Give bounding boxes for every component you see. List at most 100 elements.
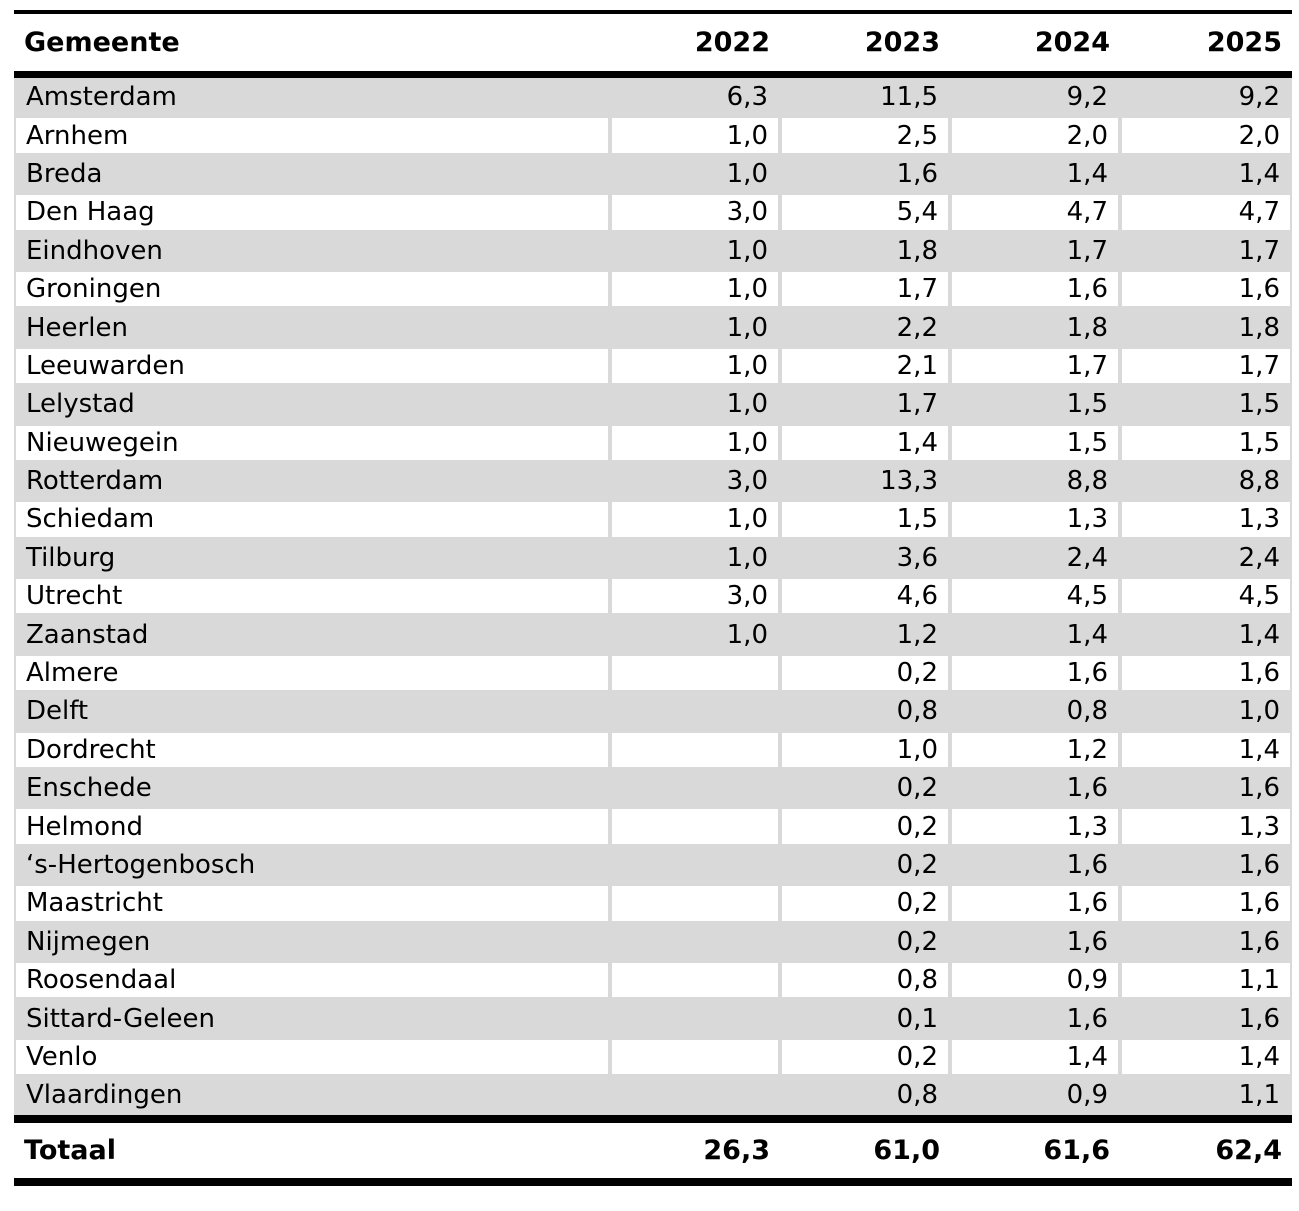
table-row: Lelystad 1,0 1,7 1,5 1,5	[14, 385, 1292, 424]
cell-2025: 4,7	[1120, 193, 1292, 232]
cell-2024: 1,6	[950, 884, 1120, 923]
table-row: Roosendaal 0,8 0,9 1,1	[14, 960, 1292, 1000]
cell-2025: 1,5	[1120, 385, 1292, 424]
table-row: Leeuwarden 1,0 2,1 1,7 1,7	[14, 346, 1292, 386]
cell-2024: 1,5	[950, 385, 1120, 424]
table-row: Breda 1,0 1,6 1,4 1,4	[14, 154, 1292, 194]
table-header: Gemeente 2022 2023 2024 2025	[14, 14, 1292, 71]
cell-2023: 0,2	[780, 1037, 950, 1077]
cell-gemeente: Almere	[14, 653, 610, 693]
total-label: Totaal	[14, 1122, 610, 1178]
cell-2023: 0,8	[780, 692, 950, 731]
cell-2022: 1,0	[610, 308, 780, 347]
cell-2025: 1,0	[1120, 692, 1292, 731]
table-row: Amsterdam 6,3 11,5 9,2 9,2	[14, 78, 1292, 117]
cell-gemeente: Sittard-Geleen	[14, 999, 610, 1038]
cell-2022: 3,0	[610, 461, 780, 501]
table-row: Venlo 0,2 1,4 1,4	[14, 1037, 1292, 1077]
cell-2024: 1,4	[950, 154, 1120, 194]
cell-2022	[610, 807, 780, 846]
cell-2025: 1,6	[1120, 999, 1292, 1038]
table-row: Sittard-Geleen 0,1 1,6 1,6	[14, 999, 1292, 1038]
table-row: Nieuwegein 1,0 1,4 1,5 1,5	[14, 423, 1292, 462]
cell-2022	[610, 999, 780, 1038]
table-row: Schiedam 1,0 1,5 1,3 1,3	[14, 500, 1292, 539]
cell-gemeente: Amsterdam	[14, 78, 610, 117]
table-row: Vlaardingen 0,8 0,9 1,1	[14, 1076, 1292, 1115]
cell-2023: 1,7	[780, 385, 950, 424]
cell-2025: 1,4	[1120, 615, 1292, 654]
cell-2025: 1,7	[1120, 346, 1292, 386]
cell-2025: 1,3	[1120, 807, 1292, 846]
cell-2022	[610, 692, 780, 731]
column-header-2025: 2025	[1120, 14, 1292, 71]
cell-2023: 0,2	[780, 653, 950, 693]
cell-gemeente: Delft	[14, 692, 610, 731]
cell-2024: 1,6	[950, 269, 1120, 309]
column-header-2022: 2022	[610, 14, 780, 71]
cell-gemeente: Eindhoven	[14, 231, 610, 270]
total-row: Totaal 26,3 61,0 61,6 62,4	[14, 1122, 1292, 1178]
table-row: Helmond 0,2 1,3 1,3	[14, 807, 1292, 846]
cell-2023: 11,5	[780, 78, 950, 117]
cell-2025: 2,0	[1120, 116, 1292, 155]
cell-2022: 1,0	[610, 346, 780, 386]
table-row: Maastricht 0,2 1,6 1,6	[14, 884, 1292, 923]
cell-2022: 1,0	[610, 385, 780, 424]
table-row: Eindhoven 1,0 1,8 1,7 1,7	[14, 231, 1292, 270]
cell-2022	[610, 960, 780, 1000]
cell-2022: 1,0	[610, 116, 780, 155]
cell-gemeente: Utrecht	[14, 577, 610, 616]
table-row: Den Haag 3,0 5,4 4,7 4,7	[14, 193, 1292, 232]
table-row: ‘s-Hertogenbosch 0,2 1,6 1,6	[14, 845, 1292, 885]
cell-2022	[610, 845, 780, 885]
cell-2023: 1,5	[780, 500, 950, 539]
page: { "table": { "columns": ["Gemeente", "20…	[0, 10, 1299, 1211]
cell-2025: 1,1	[1120, 960, 1292, 1000]
cell-2025: 8,8	[1120, 461, 1292, 501]
cell-2024: 1,7	[950, 231, 1120, 270]
cell-2022: 6,3	[610, 78, 780, 117]
cell-gemeente: Lelystad	[14, 385, 610, 424]
cell-gemeente: Zaanstad	[14, 615, 610, 654]
cell-2023: 2,2	[780, 308, 950, 347]
cell-2023: 3,6	[780, 538, 950, 578]
cell-2023: 1,7	[780, 269, 950, 309]
column-header-2024: 2024	[950, 14, 1120, 71]
cell-2025: 1,6	[1120, 922, 1292, 961]
cell-gemeente: Heerlen	[14, 308, 610, 347]
cell-gemeente: Groningen	[14, 269, 610, 309]
cell-2022: 1,0	[610, 269, 780, 309]
cell-gemeente: Venlo	[14, 1037, 610, 1077]
cell-2024: 1,6	[950, 999, 1120, 1038]
cell-2023: 0,2	[780, 845, 950, 885]
cell-2022	[610, 653, 780, 693]
table-row: Delft 0,8 0,8 1,0	[14, 692, 1292, 731]
cell-2022	[610, 1076, 780, 1115]
cell-2024: 1,6	[950, 653, 1120, 693]
cell-2022: 1,0	[610, 154, 780, 194]
cell-2024: 1,6	[950, 922, 1120, 961]
cell-2025: 1,8	[1120, 308, 1292, 347]
cell-2025: 4,5	[1120, 577, 1292, 616]
total-2024: 61,6	[950, 1122, 1120, 1178]
cell-2022: 1,0	[610, 231, 780, 270]
cell-gemeente: Rotterdam	[14, 461, 610, 501]
cell-2024: 1,4	[950, 1037, 1120, 1077]
total-2022: 26,3	[610, 1122, 780, 1178]
cell-2022: 3,0	[610, 577, 780, 616]
cell-2024: 1,6	[950, 845, 1120, 885]
cell-2022	[610, 769, 780, 808]
table-row: Utrecht 3,0 4,6 4,5 4,5	[14, 577, 1292, 616]
cell-2022	[610, 922, 780, 961]
cell-2022: 1,0	[610, 538, 780, 578]
cell-gemeente: Arnhem	[14, 116, 610, 155]
cell-2025: 1,6	[1120, 845, 1292, 885]
column-header-2023: 2023	[780, 14, 950, 71]
cell-2024: 2,0	[950, 116, 1120, 155]
cell-2023: 0,2	[780, 922, 950, 961]
cell-2023: 13,3	[780, 461, 950, 501]
table-row: Enschede 0,2 1,6 1,6	[14, 769, 1292, 808]
cell-2024: 0,8	[950, 692, 1120, 731]
table-row: Zaanstad 1,0 1,2 1,4 1,4	[14, 615, 1292, 654]
